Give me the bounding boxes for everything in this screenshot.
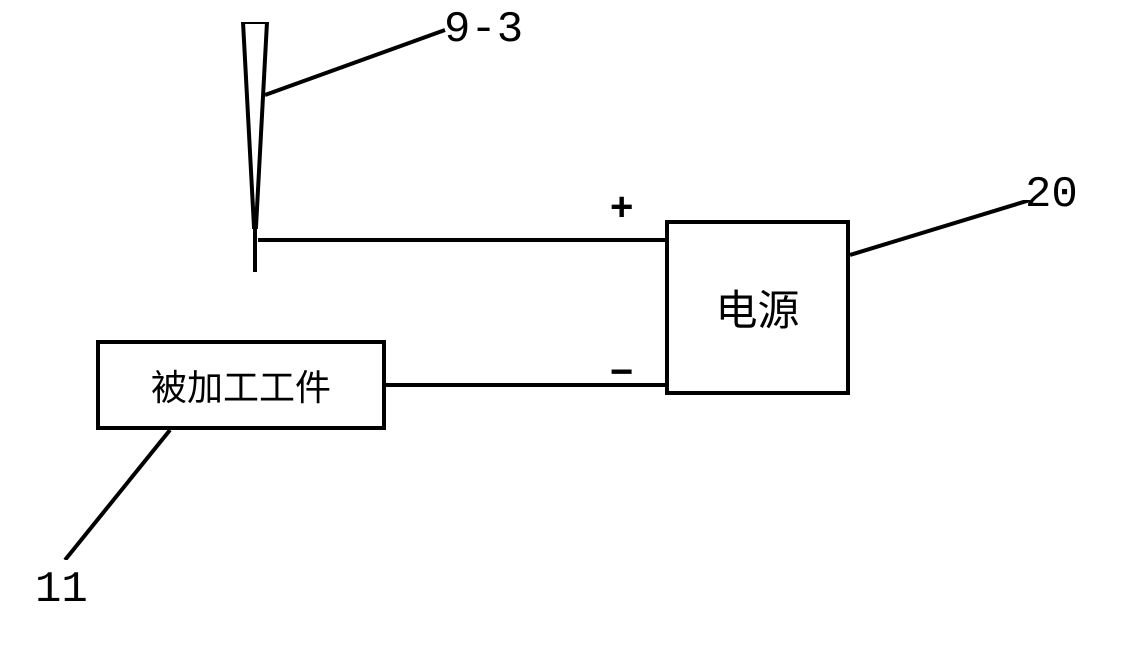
power-supply-label: 电源 bbox=[715, 277, 799, 338]
minus-terminal-label: − bbox=[610, 350, 633, 395]
ref-label-11: 11 bbox=[35, 565, 88, 615]
ref-label-20: 20 bbox=[1025, 170, 1078, 220]
schematic-diagram: + 被加工工件 − 电源 9-3 20 11 bbox=[0, 0, 1130, 656]
workpiece-label: 被加工工件 bbox=[151, 359, 331, 411]
leader-line-20 bbox=[850, 200, 1050, 260]
leader-line-93 bbox=[265, 25, 465, 105]
workpiece-box: 被加工工件 bbox=[96, 340, 386, 430]
plus-terminal-label: + bbox=[610, 185, 633, 230]
ref-label-93: 9-3 bbox=[444, 5, 523, 55]
wire-needle-to-power-plus bbox=[258, 238, 665, 242]
power-supply-box: 电源 bbox=[665, 220, 850, 395]
leader-line-11 bbox=[60, 430, 180, 560]
